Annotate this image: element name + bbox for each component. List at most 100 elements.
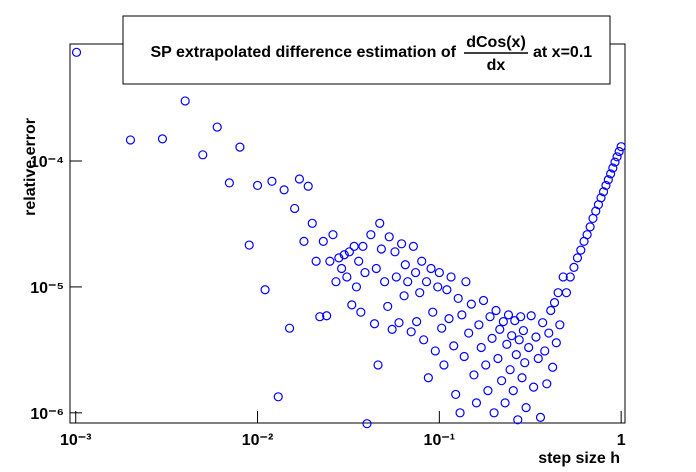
data-point: [423, 373, 433, 383]
data-point: [603, 175, 613, 185]
data-point: [493, 353, 503, 364]
data-point: [457, 310, 467, 320]
data-point: [315, 312, 325, 322]
data-point: [351, 282, 362, 292]
data-point: [542, 379, 552, 389]
data-point: [500, 398, 510, 408]
data-point: [485, 312, 495, 322]
data-point: [516, 312, 526, 322]
data-point: [294, 174, 305, 184]
title-suffix: at x=0.1: [533, 44, 592, 61]
data-point: [279, 185, 289, 195]
data-point: [400, 260, 410, 270]
data-point: [513, 415, 523, 425]
data-point: [415, 288, 425, 298]
data-point: [390, 247, 400, 257]
data-point: [487, 333, 497, 343]
data-point: [318, 236, 328, 246]
data-point: [437, 323, 447, 333]
data-point: [453, 293, 463, 304]
data-point: [224, 178, 234, 188]
data-point: [606, 169, 616, 179]
data-point: [360, 267, 370, 278]
data-point: [373, 360, 383, 370]
data-point: [284, 323, 295, 333]
data-point: [426, 263, 436, 274]
data-point: [331, 277, 341, 287]
data-point: [71, 47, 82, 57]
data-point: [478, 295, 489, 306]
data-point: [349, 241, 359, 251]
data-point: [521, 403, 531, 413]
y-axis-label: relative error: [22, 118, 39, 216]
data-point: [598, 187, 609, 197]
data-point: [596, 193, 606, 203]
data-point: [565, 272, 575, 282]
data-point: [449, 341, 459, 351]
data-point: [585, 222, 595, 232]
data-point: [334, 253, 344, 263]
data-point: [446, 272, 456, 282]
data-point: [529, 382, 539, 392]
data-point: [576, 245, 586, 255]
data-point: [394, 318, 404, 328]
data-point: [157, 134, 168, 144]
plot-area: [71, 47, 626, 429]
data-point: [430, 346, 440, 356]
data-point: [496, 376, 507, 386]
data-point: [417, 256, 427, 266]
chart-title: SP extrapolated difference estimation of: [150, 44, 456, 61]
data-point: [212, 122, 222, 132]
data-point: [354, 256, 364, 266]
data-point: [614, 146, 624, 157]
title-denominator: dx: [487, 57, 506, 74]
data-point: [520, 358, 530, 368]
data-point: [538, 318, 548, 328]
data-point: [383, 301, 393, 312]
data-point: [362, 419, 372, 429]
data-point: [347, 300, 357, 310]
y-tick-label: 10⁻⁴: [30, 154, 64, 171]
data-point: [489, 408, 499, 418]
data-point: [444, 314, 454, 324]
data-point: [544, 328, 554, 338]
data-point: [517, 373, 527, 383]
data-point: [322, 311, 332, 321]
data-point: [569, 262, 579, 272]
data-point: [471, 398, 482, 408]
y-tick-label: 10⁻⁵: [30, 280, 64, 297]
data-point: [252, 180, 263, 191]
data-point: [601, 180, 611, 191]
title-box: [122, 15, 611, 85]
data-point: [406, 327, 416, 337]
data-point: [469, 370, 479, 380]
data-point: [548, 362, 558, 372]
y-tick-label: 10⁻⁶: [30, 406, 64, 423]
data-point: [514, 335, 524, 345]
data-point: [555, 320, 565, 330]
data-point: [558, 272, 568, 282]
data-point: [610, 157, 620, 167]
data-point: [608, 163, 618, 173]
x-tick-label: 1: [617, 432, 626, 449]
data-point: [328, 230, 338, 240]
data-point: [459, 351, 469, 362]
data-point: [375, 218, 385, 228]
data-point: [421, 277, 432, 287]
data-point: [267, 176, 277, 186]
data-point: [474, 320, 484, 330]
data-point: [244, 240, 254, 250]
data-point: [419, 335, 429, 345]
data-point: [572, 253, 583, 263]
data-point: [612, 152, 622, 162]
data-point: [299, 236, 309, 246]
data-point: [616, 142, 626, 152]
title-numerator: dCos(x): [466, 34, 526, 51]
data-point: [396, 239, 407, 249]
data-point: [303, 181, 313, 191]
data-point: [273, 392, 283, 402]
data-point: [410, 267, 421, 278]
data-point: [358, 241, 368, 251]
data-point: [442, 285, 452, 295]
